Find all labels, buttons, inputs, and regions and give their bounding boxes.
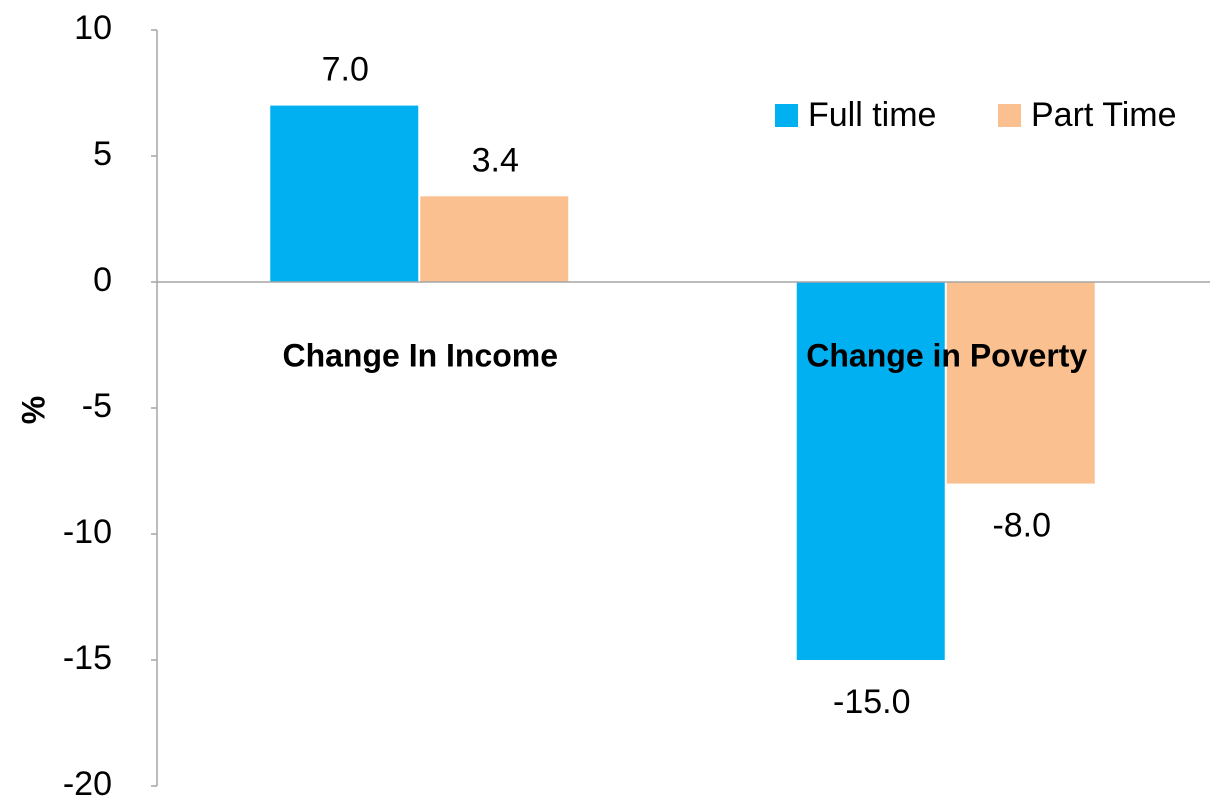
y-tick-label: 10	[74, 9, 112, 47]
legend-swatch	[998, 104, 1021, 127]
y-tick-label: -5	[82, 387, 112, 425]
y-tick-label: -20	[63, 765, 112, 802]
bar	[796, 282, 945, 660]
x-tick-label: Change In Income	[282, 337, 558, 373]
x-tick-label: Change in Poverty	[806, 337, 1087, 373]
data-label: -8.0	[992, 507, 1051, 545]
y-tick-label: 0	[93, 261, 112, 299]
y-tick-label: 5	[93, 135, 112, 173]
y-tick-label: -15	[63, 639, 112, 677]
bar	[270, 105, 419, 282]
y-axis-label: %	[15, 396, 51, 424]
legend-label: Part Time	[1031, 96, 1176, 134]
bar	[946, 282, 1095, 484]
data-label: 7.0	[322, 51, 369, 89]
bar	[420, 196, 569, 282]
y-tick-label: -10	[63, 513, 112, 551]
legend-label: Full time	[808, 96, 936, 134]
legend-swatch	[775, 104, 798, 127]
data-label: -15.0	[833, 683, 911, 721]
data-label: 3.4	[472, 141, 519, 179]
